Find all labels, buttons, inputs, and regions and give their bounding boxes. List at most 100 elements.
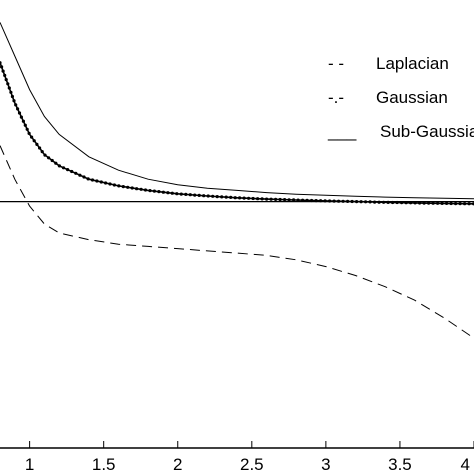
gaussian-point bbox=[27, 131, 31, 135]
gaussian-point bbox=[157, 190, 161, 194]
gaussian-point bbox=[197, 193, 201, 197]
gaussian-point bbox=[382, 200, 386, 204]
gaussian-point bbox=[467, 202, 471, 206]
plot-area bbox=[0, 22, 474, 449]
gaussian-point bbox=[269, 197, 273, 201]
gaussian-point bbox=[260, 197, 264, 201]
gaussian-point bbox=[3, 73, 7, 77]
gaussian-point bbox=[436, 201, 440, 205]
gaussian-point bbox=[184, 192, 188, 196]
gaussian-point bbox=[117, 184, 121, 188]
x-tick-label: 3.5 bbox=[388, 455, 412, 474]
gaussian-point bbox=[1, 69, 5, 73]
gaussian-point bbox=[179, 192, 183, 196]
gaussian-point bbox=[355, 200, 359, 204]
gaussian-point bbox=[152, 189, 156, 193]
gaussian-point bbox=[305, 198, 309, 202]
gaussian-point bbox=[74, 171, 78, 175]
gaussian-point bbox=[400, 201, 404, 205]
gaussian-point bbox=[449, 201, 453, 206]
gaussian-point bbox=[391, 200, 395, 205]
gaussian-point bbox=[143, 188, 148, 192]
series-layer bbox=[0, 22, 474, 339]
gaussian-point bbox=[108, 182, 112, 186]
gaussian-point bbox=[364, 200, 368, 204]
gaussian-point bbox=[130, 186, 134, 190]
gaussian-point bbox=[274, 197, 278, 201]
gaussian-point bbox=[458, 202, 462, 206]
gaussian-point bbox=[19, 115, 23, 119]
gaussian-point bbox=[247, 196, 251, 200]
series-line-sub-gaussian bbox=[0, 22, 474, 200]
gaussian-point bbox=[287, 198, 291, 202]
gaussian-point bbox=[224, 195, 228, 199]
gaussian-point bbox=[188, 193, 192, 197]
gaussian-point bbox=[175, 192, 179, 196]
x-tick-label: 2.5 bbox=[240, 455, 264, 474]
legend-label-sub-gaussian: Sub-Gaussian bbox=[380, 122, 474, 141]
gaussian-point bbox=[126, 185, 130, 189]
gaussian-point bbox=[193, 193, 197, 197]
gaussian-point bbox=[346, 199, 350, 203]
gaussian-point bbox=[50, 158, 54, 163]
gaussian-point bbox=[233, 196, 237, 200]
gaussian-point bbox=[12, 99, 16, 103]
gaussian-point bbox=[35, 142, 39, 146]
gaussian-point bbox=[404, 201, 408, 205]
gaussian-point bbox=[323, 199, 327, 203]
gaussian-point bbox=[319, 199, 323, 203]
gaussian-point bbox=[422, 201, 426, 205]
gaussian-point bbox=[54, 161, 58, 165]
gaussian-point bbox=[373, 200, 377, 204]
legend-marker-laplacian: - - bbox=[328, 54, 344, 73]
x-tick-label: 2 bbox=[173, 455, 182, 474]
gaussian-point bbox=[206, 194, 210, 198]
gaussian-point bbox=[310, 198, 314, 203]
gaussian-point bbox=[238, 196, 242, 200]
gaussian-point bbox=[386, 200, 390, 204]
gaussian-point bbox=[47, 156, 51, 160]
gaussian-point bbox=[0, 65, 4, 69]
gaussian-point bbox=[278, 197, 282, 202]
gaussian-point bbox=[16, 107, 20, 111]
gaussian-point bbox=[350, 199, 354, 204]
gaussian-point bbox=[78, 173, 82, 177]
legend-marker-gaussian: -.- bbox=[328, 88, 344, 107]
x-tick-label: 3 bbox=[321, 455, 330, 474]
gaussian-point bbox=[6, 82, 10, 86]
x-tick-label: 1.5 bbox=[92, 455, 116, 474]
x-tick-label: 1 bbox=[25, 455, 34, 474]
gaussian-point bbox=[112, 183, 116, 187]
gaussian-point bbox=[66, 168, 70, 172]
gaussian-point bbox=[166, 191, 170, 195]
gaussian-point bbox=[57, 164, 62, 168]
gaussian-point bbox=[418, 201, 422, 205]
gaussian-point bbox=[104, 181, 108, 185]
gaussian-point bbox=[215, 195, 219, 199]
gaussian-point bbox=[32, 139, 36, 143]
gaussian-point bbox=[161, 190, 165, 194]
gaussian-point bbox=[43, 153, 47, 157]
gaussian-point bbox=[95, 179, 99, 183]
gaussian-point bbox=[121, 185, 125, 189]
gaussian-point bbox=[251, 196, 255, 201]
gaussian-point bbox=[377, 200, 381, 204]
gaussian-point bbox=[292, 198, 296, 202]
gaussian-point bbox=[99, 180, 103, 184]
gaussian-point bbox=[0, 61, 2, 65]
legend-label-laplacian: Laplacian bbox=[376, 54, 449, 73]
gaussian-point bbox=[70, 169, 74, 174]
gaussian-point bbox=[265, 197, 269, 201]
gaussian-point bbox=[337, 199, 341, 203]
gaussian-point bbox=[395, 200, 399, 205]
gaussian-point bbox=[220, 195, 224, 199]
gaussian-point bbox=[431, 201, 435, 205]
gaussian-point bbox=[440, 201, 444, 205]
gaussian-point bbox=[139, 187, 143, 191]
gaussian-point bbox=[463, 202, 467, 206]
x-tick-label: 4 bbox=[461, 455, 470, 474]
gaussian-point bbox=[202, 194, 206, 198]
gaussian-point bbox=[30, 135, 34, 139]
gaussian-point bbox=[283, 198, 287, 202]
